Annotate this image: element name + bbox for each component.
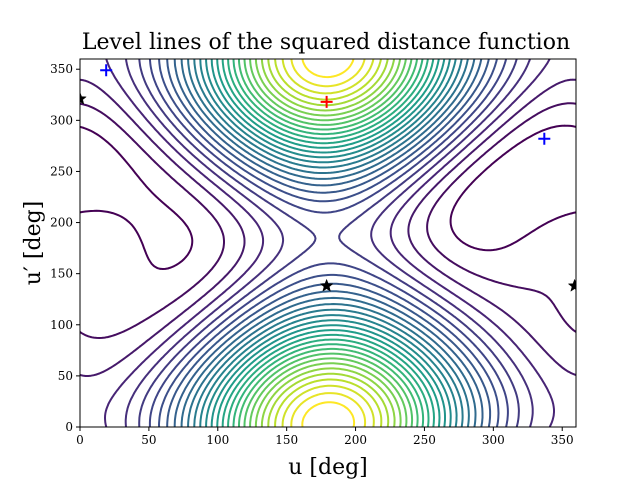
y-tick-label: 0 [65, 420, 73, 434]
x-tick-label: 300 [482, 433, 505, 447]
red-plus-marker [320, 95, 333, 108]
x-tick-label: 0 [76, 433, 84, 447]
black-star-marker [80, 91, 87, 105]
contour-level-line [166, 59, 492, 427]
x-tick-label: 200 [344, 433, 367, 447]
contour-level-line [173, 59, 484, 427]
contour-level-line [210, 59, 446, 427]
contour-level-line [267, 59, 390, 427]
contour-level-line [193, 59, 464, 427]
y-tick-label: 200 [50, 216, 73, 230]
contour-level-line [199, 59, 458, 427]
black-star-marker [319, 278, 334, 292]
blue-plus-marker [538, 132, 551, 145]
contour-level-line [138, 59, 520, 427]
contour-level-line [232, 59, 425, 427]
y-tick-label: 50 [58, 369, 73, 383]
contour-level-line [290, 59, 367, 427]
contour-level-line [216, 59, 441, 427]
contour-level-line [158, 59, 500, 427]
contour-level-line [104, 59, 555, 427]
x-tick-label: 50 [141, 433, 156, 447]
y-tick-label: 300 [50, 113, 73, 127]
contour-level-line [180, 59, 477, 427]
x-tick-label: 100 [206, 433, 229, 447]
contour-level-line [221, 59, 435, 427]
blue-plus-marker [100, 64, 113, 77]
contour-level-line [80, 124, 576, 270]
y-tick-label: 100 [50, 318, 73, 332]
contour-level-line [124, 59, 534, 427]
contour-level-line [148, 59, 509, 427]
axes-frame [79, 58, 577, 428]
contour-level-line [281, 59, 375, 427]
x-axis-label: u [deg] [288, 455, 368, 480]
contour-level-line [238, 59, 419, 427]
x-tick-label: 250 [413, 433, 436, 447]
x-tick-label: 350 [551, 433, 574, 447]
y-tick-label: 250 [50, 164, 73, 178]
contour-level-line [80, 78, 576, 377]
x-axis-ticks: 0 50 100 150 200 250 300 350 [76, 427, 574, 447]
chart-title: Level lines of the squared distance func… [82, 30, 570, 55]
contour-level-line [80, 102, 576, 339]
contour-level-line [243, 59, 414, 427]
contour-level-line [187, 59, 470, 427]
contour-level-line [205, 59, 452, 427]
contour-level-line [254, 59, 402, 427]
contour-level-line [249, 59, 408, 427]
y-axis-label: u′ [deg] [21, 201, 46, 286]
contour-level-line [260, 59, 396, 427]
black-star-marker [567, 278, 576, 292]
y-axis-ticks: 0 50 100 150 200 250 300 350 [50, 62, 80, 434]
y-tick-label: 350 [50, 62, 73, 76]
plot-area [80, 59, 576, 427]
y-tick-label: 150 [50, 267, 73, 281]
contour-lines [80, 59, 576, 427]
contour-level-line [227, 59, 430, 427]
x-tick-label: 150 [275, 433, 298, 447]
markers [80, 64, 576, 292]
contour-level-line [301, 59, 356, 427]
